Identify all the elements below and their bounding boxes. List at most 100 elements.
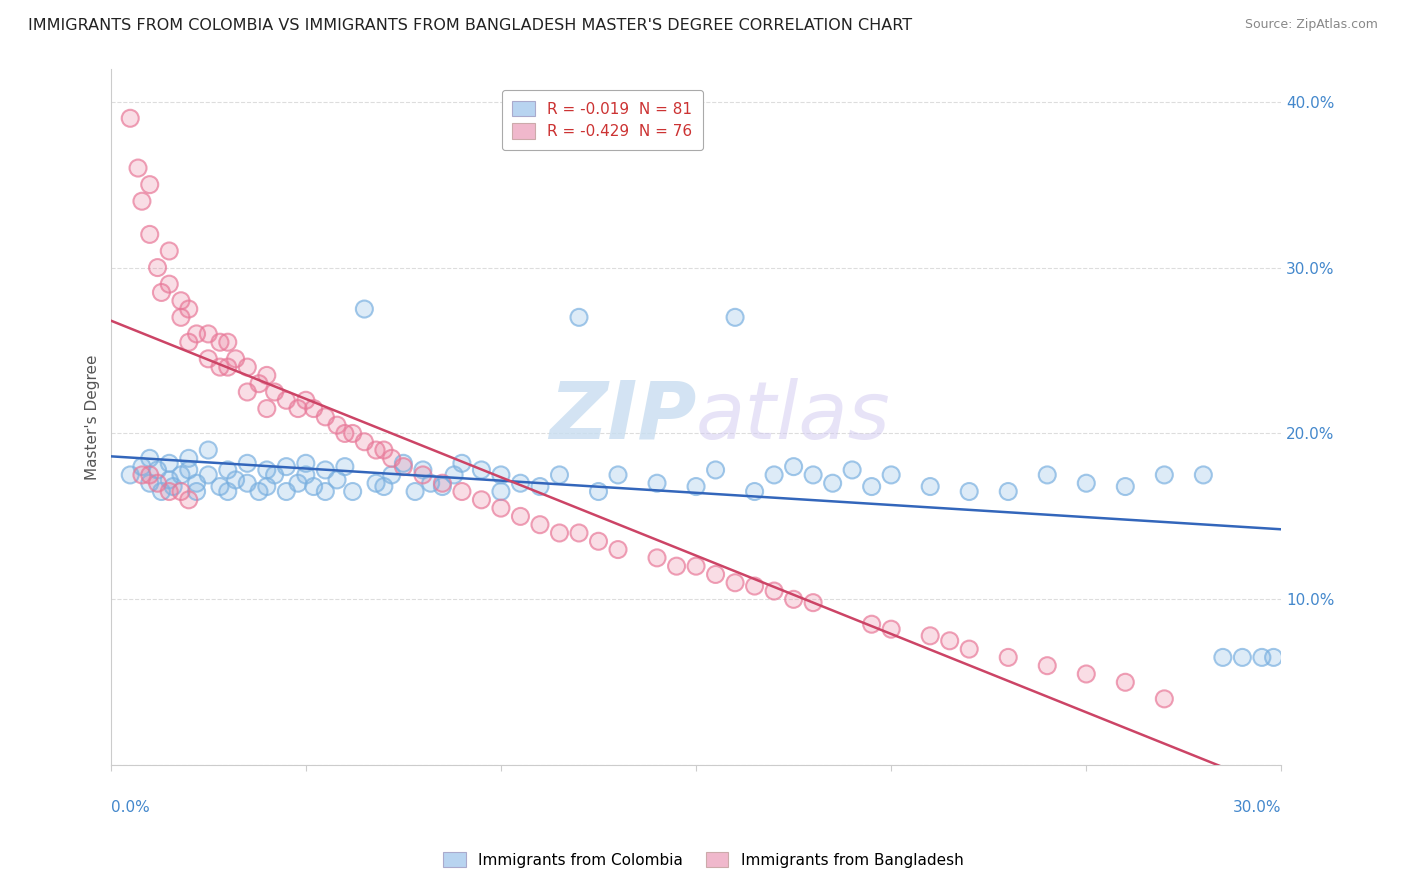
Point: [236, 476, 259, 491]
Point: [880, 622, 903, 636]
Point: [295, 467, 318, 482]
Text: Source: ZipAtlas.com: Source: ZipAtlas.com: [1244, 18, 1378, 31]
Point: [333, 426, 356, 441]
Point: [139, 451, 162, 466]
Point: [763, 467, 786, 482]
Point: [225, 473, 247, 487]
Point: [208, 479, 231, 493]
Point: [920, 629, 942, 643]
Point: [302, 401, 325, 416]
Point: [1251, 650, 1274, 665]
Point: [685, 479, 707, 493]
Point: [489, 484, 512, 499]
Point: [860, 479, 883, 493]
Point: [256, 479, 278, 493]
Point: [139, 476, 162, 491]
Point: [364, 443, 387, 458]
Point: [1232, 650, 1254, 665]
Point: [146, 260, 169, 275]
Point: [208, 479, 231, 493]
Point: [880, 467, 903, 482]
Point: [170, 467, 193, 482]
Point: [880, 622, 903, 636]
Point: [276, 393, 298, 408]
Point: [548, 467, 571, 482]
Point: [645, 476, 668, 491]
Point: [186, 484, 208, 499]
Point: [217, 335, 239, 350]
Point: [314, 409, 336, 424]
Point: [443, 467, 465, 482]
Point: [314, 463, 336, 477]
Point: [1076, 667, 1098, 681]
Point: [177, 492, 200, 507]
Point: [177, 301, 200, 316]
Point: [801, 596, 824, 610]
Point: [177, 463, 200, 477]
Text: 30.0%: 30.0%: [1233, 800, 1281, 815]
Point: [412, 463, 434, 477]
Point: [419, 476, 441, 491]
Point: [364, 476, 387, 491]
Point: [333, 459, 356, 474]
Point: [1153, 467, 1175, 482]
Point: [957, 642, 980, 657]
Point: [489, 501, 512, 516]
Point: [177, 451, 200, 466]
Point: [146, 260, 169, 275]
Point: [685, 559, 707, 574]
Point: [744, 579, 766, 593]
Point: [381, 451, 404, 466]
Point: [302, 401, 325, 416]
Point: [373, 479, 395, 493]
Point: [529, 479, 551, 493]
Point: [186, 326, 208, 341]
Point: [157, 456, 180, 470]
Point: [763, 584, 786, 599]
Point: [432, 479, 454, 493]
Point: [607, 542, 630, 557]
Point: [432, 476, 454, 491]
Point: [353, 434, 375, 449]
Point: [665, 559, 688, 574]
Point: [451, 484, 474, 499]
Point: [197, 443, 219, 458]
Point: [392, 459, 415, 474]
Point: [256, 479, 278, 493]
Point: [489, 484, 512, 499]
Point: [451, 456, 474, 470]
Point: [1076, 476, 1098, 491]
Point: [146, 463, 169, 477]
Text: 0.0%: 0.0%: [111, 800, 149, 815]
Point: [443, 467, 465, 482]
Point: [1153, 691, 1175, 706]
Point: [170, 310, 193, 325]
Point: [225, 351, 247, 366]
Point: [170, 484, 193, 499]
Point: [997, 650, 1019, 665]
Point: [139, 178, 162, 192]
Point: [509, 476, 531, 491]
Point: [256, 401, 278, 416]
Point: [150, 285, 173, 300]
Point: [146, 476, 169, 491]
Point: [120, 112, 142, 126]
Point: [880, 467, 903, 482]
Point: [997, 484, 1019, 499]
Point: [920, 629, 942, 643]
Point: [744, 579, 766, 593]
Point: [744, 484, 766, 499]
Point: [645, 476, 668, 491]
Point: [392, 459, 415, 474]
Point: [1036, 658, 1059, 673]
Point: [588, 484, 610, 499]
Point: [139, 467, 162, 482]
Point: [131, 467, 153, 482]
Point: [607, 467, 630, 482]
Point: [276, 484, 298, 499]
Point: [157, 473, 180, 487]
Point: [938, 633, 960, 648]
Point: [470, 463, 492, 477]
Point: [841, 463, 863, 477]
Point: [588, 534, 610, 549]
